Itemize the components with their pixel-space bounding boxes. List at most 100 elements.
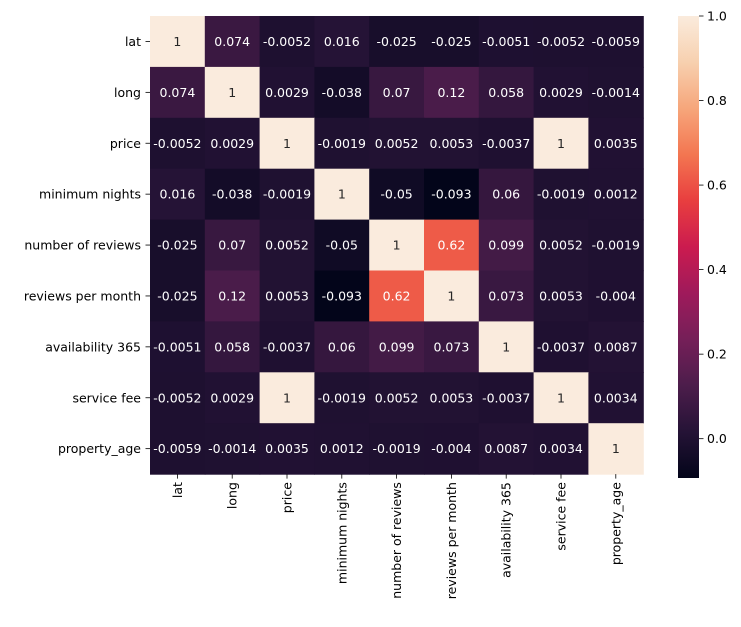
cell-value-label: 1 <box>612 441 620 456</box>
cell-value-label: 0.0035 <box>265 441 309 456</box>
cell-value-label: 0.073 <box>434 339 470 354</box>
cell-value-label: 0.0053 <box>539 288 583 303</box>
heatmap-cell <box>588 168 644 221</box>
heatmap-cell <box>314 219 370 272</box>
colorbar-gradient <box>678 16 699 478</box>
cell-value-label: 0.0052 <box>539 238 583 253</box>
heatmap-cell <box>588 372 644 424</box>
heatmap-cell <box>314 270 370 322</box>
cell-value-label: 0.62 <box>383 288 411 303</box>
heatmap-cell <box>478 16 535 68</box>
heatmap-cell <box>533 321 589 373</box>
cell-value-label: 1 <box>393 238 401 253</box>
cell-value-label: -0.0052 <box>537 34 585 49</box>
cell-value-label: 0.058 <box>214 339 250 354</box>
cell-value-label: 0.07 <box>218 238 246 253</box>
heatmap-cell <box>369 168 425 221</box>
cell-value-label: -0.0037 <box>537 339 585 354</box>
cell-value-label: 0.0052 <box>375 136 419 151</box>
heatmap-cell <box>314 16 370 68</box>
x-tick-label: lat <box>170 482 185 498</box>
heatmap-cell <box>259 117 315 170</box>
heatmap-cell <box>259 219 315 272</box>
cell-value-label: -0.05 <box>326 238 358 253</box>
heatmap-cell <box>204 372 261 424</box>
heatmap-cell <box>478 321 535 373</box>
heatmap-cell <box>533 16 589 68</box>
x-tick-label: availability 365 <box>499 482 514 578</box>
heatmap-cell <box>369 270 425 322</box>
cell-value-label: 0.016 <box>324 34 360 49</box>
y-tick-label: lat <box>125 34 141 49</box>
y-tick-label: price <box>110 136 141 151</box>
cell-value-label: 1 <box>283 136 291 151</box>
cell-value-label: -0.038 <box>322 85 362 100</box>
heatmap-cell <box>533 270 589 322</box>
cell-value-label: 0.0029 <box>210 390 254 405</box>
x-tick-label: long <box>225 482 240 509</box>
heatmap-cells <box>150 16 644 475</box>
cell-value-label: 0.0087 <box>594 339 638 354</box>
heatmap-cell <box>533 66 589 119</box>
heatmap-cell <box>259 423 315 475</box>
heatmap-cell <box>369 66 425 119</box>
heatmap-cell-labels: 1 0.074 -0.0052 0.016 -0.025 -0.025 -0.0051 -0.… <box>153 34 640 456</box>
heatmap-cell <box>314 372 370 424</box>
y-tick-label: minimum nights <box>39 187 141 202</box>
heatmap-cell <box>533 219 589 272</box>
heatmap-cell <box>478 270 535 322</box>
colorbar-tick-label: 1.0 <box>707 9 727 24</box>
heatmap-cell <box>369 219 425 272</box>
heatmap-cell <box>259 372 315 424</box>
heatmap-cell <box>533 117 589 170</box>
cell-value-label: 0.0034 <box>594 390 638 405</box>
heatmap-cell <box>150 423 206 475</box>
heatmap-cell <box>204 168 261 221</box>
y-tick-label: reviews per month <box>24 288 141 303</box>
cell-value-label: 0.073 <box>488 288 524 303</box>
cell-value-label: -0.004 <box>596 288 636 303</box>
colorbar-tick-label: 0.6 <box>707 178 727 193</box>
cell-value-label: 1 <box>283 390 291 405</box>
cell-value-label: -0.0014 <box>592 85 640 100</box>
heatmap-cell <box>588 270 644 322</box>
heatmap-cell <box>424 270 480 322</box>
heatmap-cell <box>150 117 206 170</box>
colorbar: 0.0 0.2 0.4 0.6 0.8 1.0 <box>678 9 727 478</box>
cell-value-label: 0.0012 <box>594 187 638 202</box>
heatmap-cell <box>314 321 370 373</box>
cell-value-label: 1 <box>338 187 346 202</box>
heatmap-cell <box>204 16 261 68</box>
cell-value-label: -0.025 <box>376 34 416 49</box>
heatmap-cell <box>533 168 589 221</box>
heatmap-cell <box>478 66 535 119</box>
cell-value-label: -0.0059 <box>153 441 201 456</box>
cell-value-label: 0.099 <box>379 339 415 354</box>
cell-value-label: 1 <box>447 288 455 303</box>
heatmap-cell <box>588 66 644 119</box>
cell-value-label: -0.038 <box>212 187 252 202</box>
heatmap-cell <box>150 168 206 221</box>
cell-value-label: -0.0019 <box>318 390 366 405</box>
heatmap-cell <box>424 16 480 68</box>
cell-value-label: 0.07 <box>383 85 411 100</box>
colorbar-tick-label: 0.4 <box>707 262 727 277</box>
cell-value-label: 0.0053 <box>265 288 309 303</box>
cell-value-label: -0.0019 <box>372 441 420 456</box>
x-tick-label: reviews per month <box>444 482 459 599</box>
heatmap-cell <box>150 16 206 68</box>
cell-value-label: 0.12 <box>437 85 465 100</box>
heatmap-cell <box>314 168 370 221</box>
cell-value-label: 0.0029 <box>210 136 254 151</box>
cell-value-label: 1 <box>557 136 565 151</box>
cell-value-label: 1 <box>502 339 510 354</box>
cell-value-label: 0.099 <box>488 238 524 253</box>
x-tick-label: minimum nights <box>334 482 349 584</box>
cell-value-label: 0.0029 <box>539 85 583 100</box>
heatmap-cell <box>204 321 261 373</box>
cell-value-label: 0.0052 <box>265 238 309 253</box>
y-tick-label: number of reviews <box>24 238 141 253</box>
cell-value-label: 0.06 <box>492 187 520 202</box>
cell-value-label: -0.0037 <box>482 390 530 405</box>
